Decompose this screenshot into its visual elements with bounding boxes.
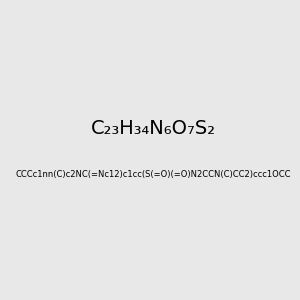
Text: CCCc1nn(C)c2NC(=Nc12)c1cc(S(=O)(=O)N2CCN(C)CC2)ccc1OCC: CCCc1nn(C)c2NC(=Nc12)c1cc(S(=O)(=O)N2CCN…: [16, 170, 292, 179]
Text: C₂₃H₃₄N₆O₇S₂: C₂₃H₃₄N₆O₇S₂: [91, 119, 216, 138]
